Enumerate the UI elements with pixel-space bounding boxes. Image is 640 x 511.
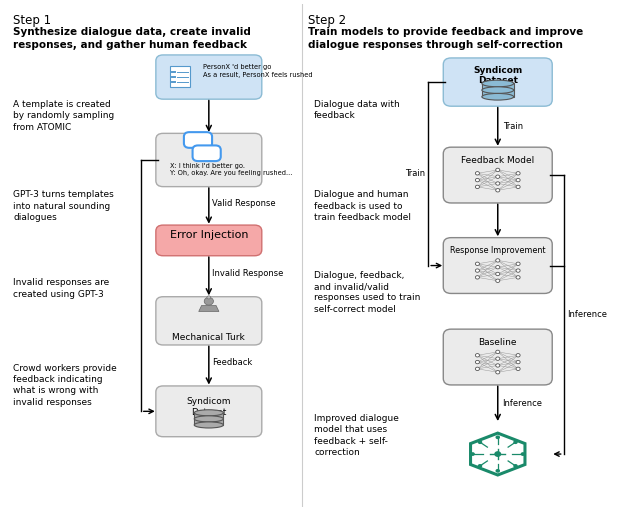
Ellipse shape [482,80,514,87]
Text: Train: Train [502,122,523,131]
FancyBboxPatch shape [156,55,262,99]
Circle shape [496,272,500,275]
Circle shape [476,360,479,364]
Text: A template is created
by randomly sampling
from ATOMIC: A template is created by randomly sampli… [13,100,115,131]
Circle shape [496,364,500,367]
Text: GPT-3 turns templates
into natural sounding
dialogues: GPT-3 turns templates into natural sound… [13,190,114,222]
Circle shape [476,275,479,279]
Circle shape [496,279,500,283]
FancyBboxPatch shape [444,58,552,106]
Ellipse shape [195,422,223,428]
Circle shape [496,189,500,192]
Text: Inference: Inference [502,399,543,408]
Polygon shape [198,306,219,312]
Circle shape [496,182,500,185]
Circle shape [516,178,520,182]
Circle shape [513,440,518,444]
Polygon shape [470,433,525,475]
Circle shape [513,464,518,468]
Text: Mechanical Turk: Mechanical Turk [172,333,245,342]
Circle shape [516,360,520,364]
Bar [195,413,223,425]
Circle shape [476,269,479,272]
Text: X: I think I'd better go.
Y: Oh, okay. Are you feeling rushed...: X: I think I'd better go. Y: Oh, okay. A… [170,162,292,176]
FancyBboxPatch shape [156,225,262,256]
Circle shape [520,452,525,456]
Circle shape [495,435,500,439]
Text: Response Improvement: Response Improvement [450,246,545,256]
Circle shape [496,175,500,178]
Circle shape [516,185,520,189]
Text: Step 2: Step 2 [308,14,346,27]
Text: PersonX 'd better go
As a result, PersonX feels rushed: PersonX 'd better go As a result, Person… [203,64,312,78]
Text: Dialogue, feedback,
and invalid/valid
responses used to train
self-correct model: Dialogue, feedback, and invalid/valid re… [314,271,420,314]
Circle shape [476,185,479,189]
FancyBboxPatch shape [156,297,262,345]
Ellipse shape [195,410,223,416]
Text: Feedback Model: Feedback Model [461,156,534,165]
Circle shape [476,262,479,266]
Text: Invalid responses are
created using GPT-3: Invalid responses are created using GPT-… [13,278,109,298]
Circle shape [476,178,479,182]
FancyBboxPatch shape [444,329,552,385]
Text: Crowd workers provide
feedback indicating
what is wrong with
invalid responses: Crowd workers provide feedback indicatin… [13,363,117,407]
Ellipse shape [195,416,223,422]
Text: Syndicom
Dataset: Syndicom Dataset [473,66,522,85]
Circle shape [494,451,501,457]
Text: Valid Response: Valid Response [212,199,275,208]
Text: Error Injection: Error Injection [170,230,248,240]
Circle shape [516,354,520,357]
Text: Baseline: Baseline [479,338,517,347]
Circle shape [477,440,483,444]
FancyBboxPatch shape [193,146,221,161]
Circle shape [477,464,483,468]
Text: Dialogue data with
feedback: Dialogue data with feedback [314,100,400,120]
FancyBboxPatch shape [184,132,212,148]
Bar [170,65,189,86]
Circle shape [516,275,520,279]
Circle shape [516,269,520,272]
FancyBboxPatch shape [156,386,262,437]
Circle shape [476,172,479,175]
FancyBboxPatch shape [444,147,552,203]
Circle shape [516,262,520,266]
Circle shape [470,452,475,456]
Circle shape [496,350,500,354]
Ellipse shape [482,87,514,94]
Circle shape [476,367,479,370]
Text: Train: Train [405,169,425,178]
Circle shape [204,297,214,305]
Circle shape [495,469,500,473]
FancyBboxPatch shape [156,133,262,187]
Circle shape [496,357,500,360]
Text: Improved dialogue
model that uses
feedback + self-
correction: Improved dialogue model that uses feedba… [314,414,399,457]
Circle shape [496,259,500,262]
Text: Step 1: Step 1 [13,14,51,27]
Circle shape [207,296,211,299]
Circle shape [516,367,520,370]
Circle shape [476,354,479,357]
Circle shape [516,172,520,175]
Circle shape [496,266,500,269]
FancyBboxPatch shape [444,238,552,293]
Text: Inference: Inference [566,310,607,319]
Bar [482,83,514,97]
Text: Train models to provide feedback and improve
dialogue responses through self-cor: Train models to provide feedback and imp… [308,27,584,50]
Text: Dialogue and human
feedback is used to
train feedback model: Dialogue and human feedback is used to t… [314,190,411,222]
Text: Syndicom
Dataset: Syndicom Dataset [187,397,231,416]
Circle shape [496,168,500,172]
Text: Synthesize dialogue data, create invalid
responses, and gather human feedback: Synthesize dialogue data, create invalid… [13,27,251,50]
Text: Invalid Response: Invalid Response [212,269,284,278]
Ellipse shape [482,94,514,100]
Text: Feedback: Feedback [212,358,252,367]
Circle shape [496,370,500,374]
